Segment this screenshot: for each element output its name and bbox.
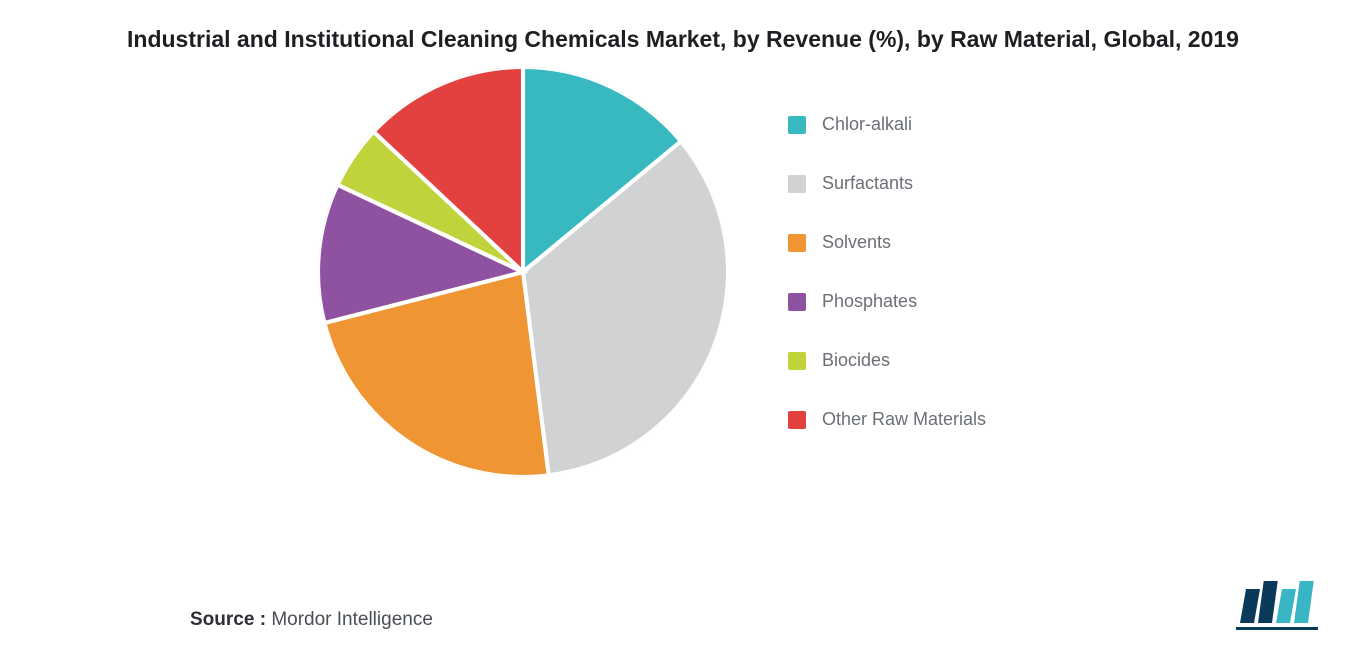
logo-bar (1240, 589, 1260, 623)
legend-label: Surfactants (822, 173, 913, 194)
legend-item: Biocides (788, 350, 1048, 371)
legend-item: Chlor-alkali (788, 114, 1048, 135)
legend-label: Phosphates (822, 291, 917, 312)
chart-body: Chlor-alkali Surfactants Solvents Phosphate… (40, 67, 1326, 477)
pie-svg (318, 67, 728, 477)
source-line: Source : Mordor Intelligence (190, 609, 433, 631)
source-label: Source : (190, 609, 266, 630)
logo-underline (1236, 627, 1318, 630)
source-value: Mordor Intelligence (271, 609, 433, 630)
logo-bar (1294, 581, 1314, 623)
legend-swatch (788, 234, 806, 252)
legend-swatch (788, 116, 806, 134)
pie-chart (318, 67, 728, 477)
legend-item: Other Raw Materials (788, 409, 1048, 430)
legend-label: Solvents (822, 232, 891, 253)
legend-swatch (788, 175, 806, 193)
legend-swatch (788, 293, 806, 311)
legend-swatch (788, 411, 806, 429)
brand-logo (1236, 581, 1322, 631)
legend-item: Phosphates (788, 291, 1048, 312)
legend-label: Chlor-alkali (822, 114, 912, 135)
chart-footer: Source : Mordor Intelligence (0, 581, 1366, 631)
legend-item: Solvents (788, 232, 1048, 253)
legend-label: Other Raw Materials (822, 409, 986, 430)
chart-legend: Chlor-alkali Surfactants Solvents Phosphate… (788, 114, 1048, 430)
logo-bar (1276, 589, 1296, 623)
legend-swatch (788, 352, 806, 370)
legend-item: Surfactants (788, 173, 1048, 194)
legend-label: Biocides (822, 350, 890, 371)
chart-container: Industrial and Institutional Cleaning Ch… (0, 0, 1366, 655)
mordor-logo-icon (1236, 581, 1322, 631)
logo-bar (1258, 581, 1278, 623)
chart-title: Industrial and Institutional Cleaning Ch… (83, 24, 1283, 55)
